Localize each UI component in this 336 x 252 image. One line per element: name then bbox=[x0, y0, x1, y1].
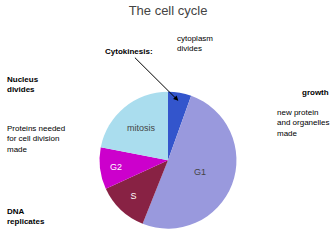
svg-text:The cell cycle: The cell cycle bbox=[129, 3, 208, 18]
svg-text:growth: growth bbox=[302, 88, 329, 97]
svg-text:DNAreplicates: DNAreplicates bbox=[7, 207, 45, 226]
svg-text:G2: G2 bbox=[110, 162, 122, 172]
svg-text:G1: G1 bbox=[194, 167, 206, 177]
svg-text:S: S bbox=[131, 191, 137, 201]
svg-text:mitosis: mitosis bbox=[127, 123, 156, 133]
svg-text:Proteins neededfor cell divisi: Proteins neededfor cell divisionmade bbox=[7, 124, 65, 154]
svg-text:Cytokinesis:: Cytokinesis: bbox=[105, 47, 153, 56]
svg-text:Nucleusdivides: Nucleusdivides bbox=[7, 75, 39, 94]
svg-text:new proteinand organellesmade: new proteinand organellesmade bbox=[277, 108, 329, 138]
svg-text:cytoplasmdivides: cytoplasmdivides bbox=[177, 34, 213, 53]
